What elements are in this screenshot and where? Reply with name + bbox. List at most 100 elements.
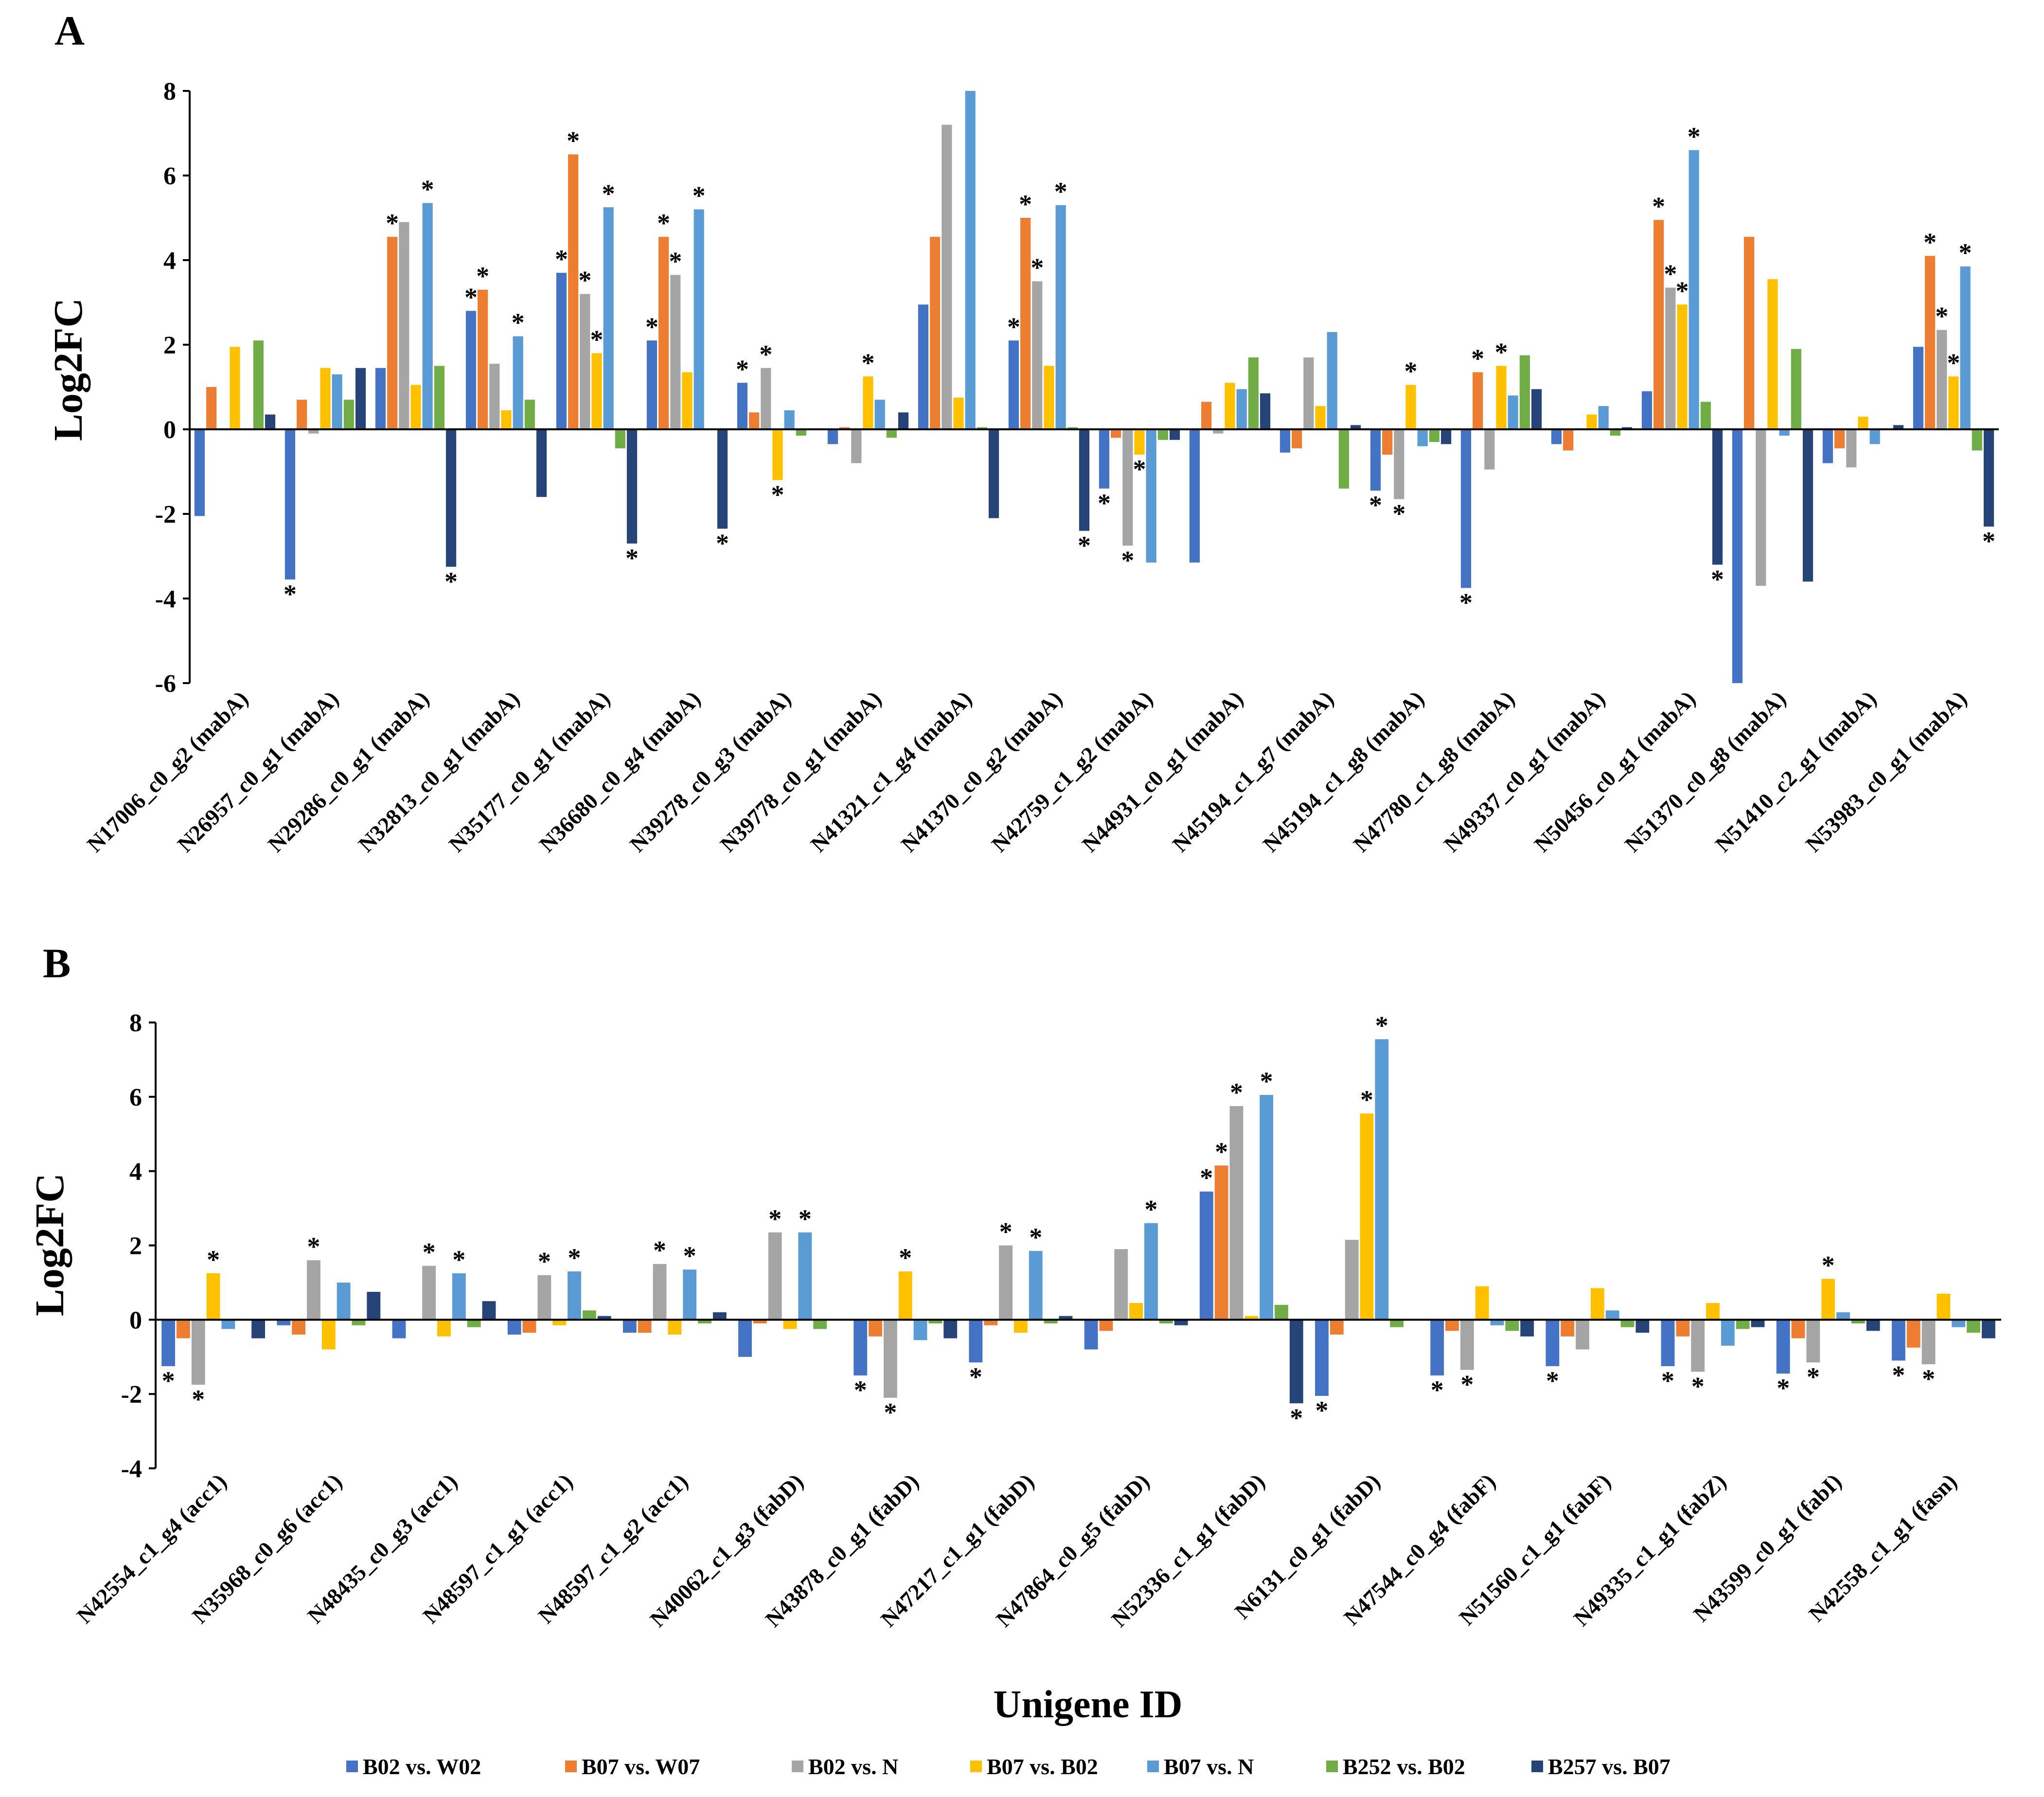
significance-star-b: *: [899, 1243, 912, 1272]
x-tick-label-a: N36680_c0_g4 (mabA): [534, 686, 705, 857]
bar-a-b252-vs-b02-9: [1067, 427, 1078, 429]
bar-b-b02-vs-n-8: [1114, 1249, 1128, 1320]
bar-a-b02-vs-n-11: [1213, 429, 1224, 434]
bar-b-b02-vs-n-11: [1460, 1320, 1474, 1370]
significance-star-b: *: [1777, 1374, 1790, 1403]
bar-b-b07-vs-w07-3: [522, 1320, 536, 1333]
y-tick-label-b: 0: [129, 1306, 142, 1334]
x-tick-label-a: N50456_c0_g1 (mabA): [1529, 686, 1700, 857]
bar-b-b252-vs-b02-4: [698, 1320, 711, 1323]
significance-star-a: *: [464, 282, 478, 312]
bar-b-b257-vs-b07-3: [597, 1316, 611, 1320]
bar-a-b02-vs-w02-0: [194, 429, 205, 516]
bar-a-b07-vs-n-18: [1869, 429, 1880, 444]
bar-a-b07-vs-n-10: [1146, 429, 1156, 563]
legend-label-b02-vs-n: B02 vs. N: [808, 1754, 898, 1779]
bar-a-b07-vs-n-11: [1236, 389, 1247, 429]
y-tick-label-b: -4: [121, 1455, 142, 1483]
bar-a-b07-vs-w07-1: [297, 400, 307, 429]
bar-b-b07-vs-w07-13: [1676, 1320, 1690, 1337]
bar-a-b252-vs-b02-11: [1248, 357, 1259, 429]
bar-a-b252-vs-b02-3: [524, 400, 535, 429]
significance-star-a: *: [1935, 302, 1948, 331]
x-tick-label-a: N44931_c0_g1 (mabA): [1077, 686, 1248, 857]
bar-b-b02-vs-n-13: [1691, 1320, 1705, 1372]
bar-b-b07-vs-n-6: [913, 1320, 927, 1340]
bar-a-b02-vs-w02-4: [556, 273, 567, 429]
bar-a-b07-vs-b02-2: [410, 385, 421, 429]
bar-a-b07-vs-b02-5: [682, 372, 693, 429]
bar-a-b02-vs-n-4: [580, 294, 590, 429]
bar-b-b02-vs-n-10: [1345, 1240, 1359, 1320]
bar-b-b257-vs-b07-14: [1866, 1320, 1880, 1331]
bar-a-b252-vs-b02-17: [1791, 349, 1801, 429]
bar-a-b07-vs-b02-11: [1225, 383, 1235, 429]
legend-label-b257-vs-b07: B257 vs. B07: [1548, 1754, 1671, 1779]
y-tick-label-a: 2: [163, 332, 176, 359]
bar-b-b07-vs-w07-8: [1099, 1320, 1113, 1331]
bar-a-b07-vs-w07-19: [1925, 256, 1936, 429]
y-axis-title-b: Log2FC: [27, 1173, 72, 1316]
significance-star-a: *: [1078, 531, 1091, 560]
legend-swatch-b252-vs-b02: [1326, 1761, 1338, 1772]
bar-b-b07-vs-n-11: [1490, 1320, 1504, 1325]
bar-b-b02-vs-w02-2: [392, 1320, 406, 1339]
bar-a-b257-vs-b07-7: [898, 412, 909, 429]
significance-star-b: *: [1290, 1403, 1303, 1432]
bar-a-b02-vs-n-7: [851, 429, 862, 463]
significance-star-b: *: [1029, 1223, 1042, 1252]
bar-a-b07-vs-w07-16: [1653, 220, 1664, 429]
bar-a-b02-vs-w02-19: [1913, 347, 1924, 429]
bar-b-b07-vs-b02-9: [1244, 1316, 1259, 1320]
bar-b-b02-vs-w02-0: [161, 1320, 176, 1366]
bar-b-b07-vs-w07-4: [638, 1320, 652, 1333]
legend-swatch-b257-vs-b07: [1531, 1761, 1543, 1772]
bar-b-b07-vs-w07-14: [1791, 1320, 1805, 1339]
y-tick-label-a: 8: [163, 78, 176, 106]
bar-a-b07-vs-w07-14: [1473, 372, 1483, 429]
bar-a-b07-vs-w07-8: [930, 237, 941, 429]
significance-star-a: *: [1688, 122, 1701, 151]
bar-a-b07-vs-n-13: [1417, 429, 1428, 446]
bar-a-b257-vs-b07-4: [626, 429, 638, 544]
x-tick-label-a: N35177_c0_g1 (mabA): [444, 686, 615, 857]
bar-a-b07-vs-b02-4: [591, 353, 602, 429]
bar-b-b257-vs-b07-1: [367, 1292, 381, 1320]
bar-a-b07-vs-b02-7: [863, 376, 873, 429]
bar-b-b02-vs-n-1: [307, 1260, 320, 1320]
bar-a-b257-vs-b07-18: [1893, 425, 1904, 429]
y-tick-label-a: -6: [155, 670, 176, 698]
bar-b-b07-vs-n-8: [1144, 1223, 1158, 1320]
bar-b-b07-vs-w07-10: [1330, 1320, 1344, 1335]
significance-star-a: *: [602, 179, 615, 208]
bar-a-b02-vs-w02-11: [1189, 429, 1200, 563]
bar-a-b07-vs-b02-6: [772, 429, 783, 480]
bar-a-b07-vs-b02-0: [230, 347, 240, 429]
bar-a-b252-vs-b02-15: [1610, 429, 1620, 436]
y-tick-label-b: 4: [129, 1158, 142, 1186]
significance-star-a: *: [284, 580, 297, 609]
x-tick-label-a: N29286_c0_g1 (mabA): [263, 686, 434, 857]
bar-a-b02-vs-n-13: [1394, 429, 1404, 499]
significance-star-b: *: [307, 1232, 320, 1261]
bar-b-b257-vs-b07-9: [1289, 1320, 1303, 1404]
bar-b-b252-vs-b02-2: [467, 1320, 481, 1327]
bar-a-b07-vs-w07-13: [1382, 429, 1393, 455]
significance-star-a: *: [625, 544, 639, 573]
bar-a-b07-vs-b02-3: [501, 410, 512, 429]
significance-star-b: *: [568, 1243, 581, 1272]
bar-a-b252-vs-b02-8: [977, 427, 987, 429]
bar-a-b02-vs-n-18: [1846, 429, 1857, 468]
bar-a-b02-vs-w02-10: [1099, 429, 1110, 489]
significance-star-b: *: [1460, 1370, 1474, 1399]
significance-star-a: *: [693, 181, 706, 211]
significance-star-b: *: [1360, 1085, 1373, 1114]
bar-a-b07-vs-b02-16: [1677, 304, 1688, 429]
bar-a-b07-vs-b02-8: [953, 397, 964, 429]
bar-b-b252-vs-b02-10: [1390, 1320, 1404, 1327]
bar-a-b07-vs-n-5: [693, 209, 704, 429]
bar-a-b257-vs-b07-12: [1350, 425, 1361, 429]
significance-star-a: *: [657, 209, 670, 238]
bar-a-b07-vs-n-19: [1960, 266, 1971, 429]
significance-star-a: *: [1369, 491, 1382, 520]
